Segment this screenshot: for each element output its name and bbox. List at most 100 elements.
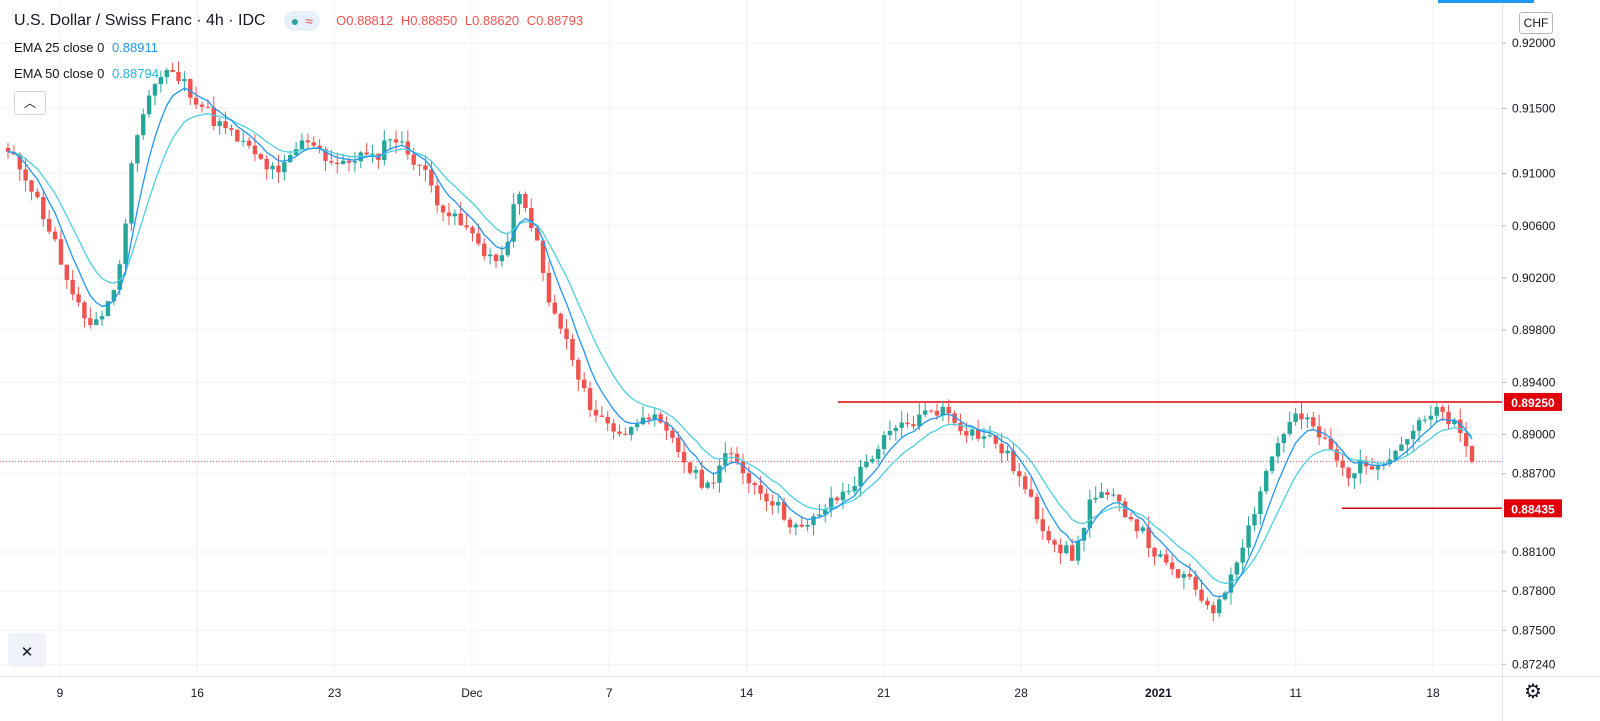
candle-body [29, 180, 34, 192]
candle-body [529, 208, 534, 228]
candle-body [1340, 460, 1345, 468]
collapse-legend-button[interactable]: ︿ [14, 91, 46, 115]
candle-body [1234, 562, 1240, 575]
ema25-value: 0.88911 [111, 40, 158, 55]
price-tick-label: 0.90600 [1512, 219, 1556, 233]
market-open-dot-icon: ● [290, 13, 300, 29]
candle-body [534, 227, 540, 241]
symbol-title[interactable]: U.S. Dollar / Swiss Franc · 4h · IDC [14, 11, 266, 29]
candle-body [558, 313, 563, 329]
candle-body [1175, 569, 1181, 578]
candle-body [1140, 527, 1145, 532]
candle-body [1146, 527, 1151, 549]
candle-body [1440, 407, 1445, 412]
candle-body [911, 424, 916, 427]
candle-body [1411, 430, 1416, 440]
candle-body [852, 486, 857, 492]
candle-body [523, 193, 528, 209]
candle-body [1369, 466, 1375, 470]
candle-body [599, 415, 605, 417]
candle-body [217, 121, 222, 126]
time-tick-label: 2021 [1145, 686, 1172, 700]
candle-body [1375, 465, 1381, 470]
candle-body [105, 301, 111, 317]
candle-body [1216, 599, 1222, 614]
candle-body [587, 388, 593, 410]
candle-body [1099, 492, 1104, 498]
candle-body [429, 169, 434, 186]
candle-body [493, 254, 499, 262]
candle-body [258, 154, 264, 159]
candle-body [593, 409, 599, 416]
candle-body [164, 69, 169, 78]
ema25-legend[interactable]: EMA 25 close 0 0.88911 [14, 40, 158, 55]
candle-body [1334, 449, 1339, 461]
candle-body [193, 97, 199, 105]
candle-body [1428, 415, 1434, 420]
candle-body [41, 197, 46, 220]
candle-body [1399, 444, 1404, 451]
candle-body [817, 514, 822, 517]
candle-body [664, 422, 669, 431]
price-tick-label: 0.90200 [1512, 271, 1556, 285]
candle-body [1246, 525, 1251, 548]
candle-body [746, 473, 752, 484]
grid-lines [0, 0, 1502, 676]
candle-body [423, 165, 428, 170]
candle-body [687, 462, 693, 473]
candle-body [958, 422, 963, 432]
currency-badge[interactable]: CHF [1519, 12, 1553, 34]
active-tab-indicator [1438, 0, 1534, 3]
candle-body [82, 302, 87, 319]
ohlc-values: O0.88812 H0.88850 L0.88620 C0.88793 [336, 13, 587, 28]
candle-body [1322, 437, 1328, 439]
candle-body [1087, 499, 1093, 528]
candle-body [1134, 519, 1140, 532]
close-value: C0.88793 [526, 12, 584, 28]
time-tick-label: 7 [606, 686, 613, 700]
candle-body [1275, 443, 1281, 457]
time-tick-label: 28 [1014, 686, 1028, 700]
candle-body [770, 501, 775, 506]
time-tick-label: 16 [191, 686, 205, 700]
market-status-badge[interactable]: ● ≈ [283, 11, 320, 31]
candle-body [846, 491, 851, 493]
gear-icon[interactable]: ⚙ [1524, 681, 1542, 703]
candle-body [329, 160, 334, 163]
candle-body [1069, 545, 1075, 561]
candle-body [781, 501, 787, 520]
candle-body [1311, 417, 1316, 427]
candle-body [1046, 531, 1051, 541]
candle-body [711, 482, 716, 484]
candle-body [382, 140, 387, 160]
high-value: H0.88850 [400, 12, 458, 28]
candle-body [64, 264, 69, 280]
candle-body [752, 483, 757, 486]
candle-body [58, 239, 64, 265]
price-tick-label: 0.87240 [1512, 657, 1556, 671]
candle-body [335, 162, 340, 165]
candle-body [676, 437, 681, 452]
candle-body [117, 264, 122, 290]
candle-body [417, 164, 422, 166]
support-price-label: 0.88435 [1511, 502, 1555, 516]
candle-body [1169, 562, 1175, 570]
candle-body [970, 429, 975, 436]
candle-body [123, 223, 128, 265]
candle-body [146, 95, 152, 115]
candle-body [1205, 600, 1210, 606]
close-button[interactable]: ✕ [8, 633, 46, 667]
candle-body [17, 154, 22, 170]
candle-body [505, 241, 510, 256]
candle-body [728, 453, 734, 455]
candle-body [634, 424, 640, 428]
candle-body [229, 128, 234, 130]
candle-body [5, 147, 11, 152]
candle-body [1028, 489, 1034, 497]
candle-body [999, 443, 1004, 454]
candle-body [1293, 413, 1298, 422]
ema50-legend[interactable]: EMA 50 close 0 0.88794 [14, 66, 159, 81]
candle-body [1228, 574, 1234, 593]
candle-body [564, 328, 569, 339]
